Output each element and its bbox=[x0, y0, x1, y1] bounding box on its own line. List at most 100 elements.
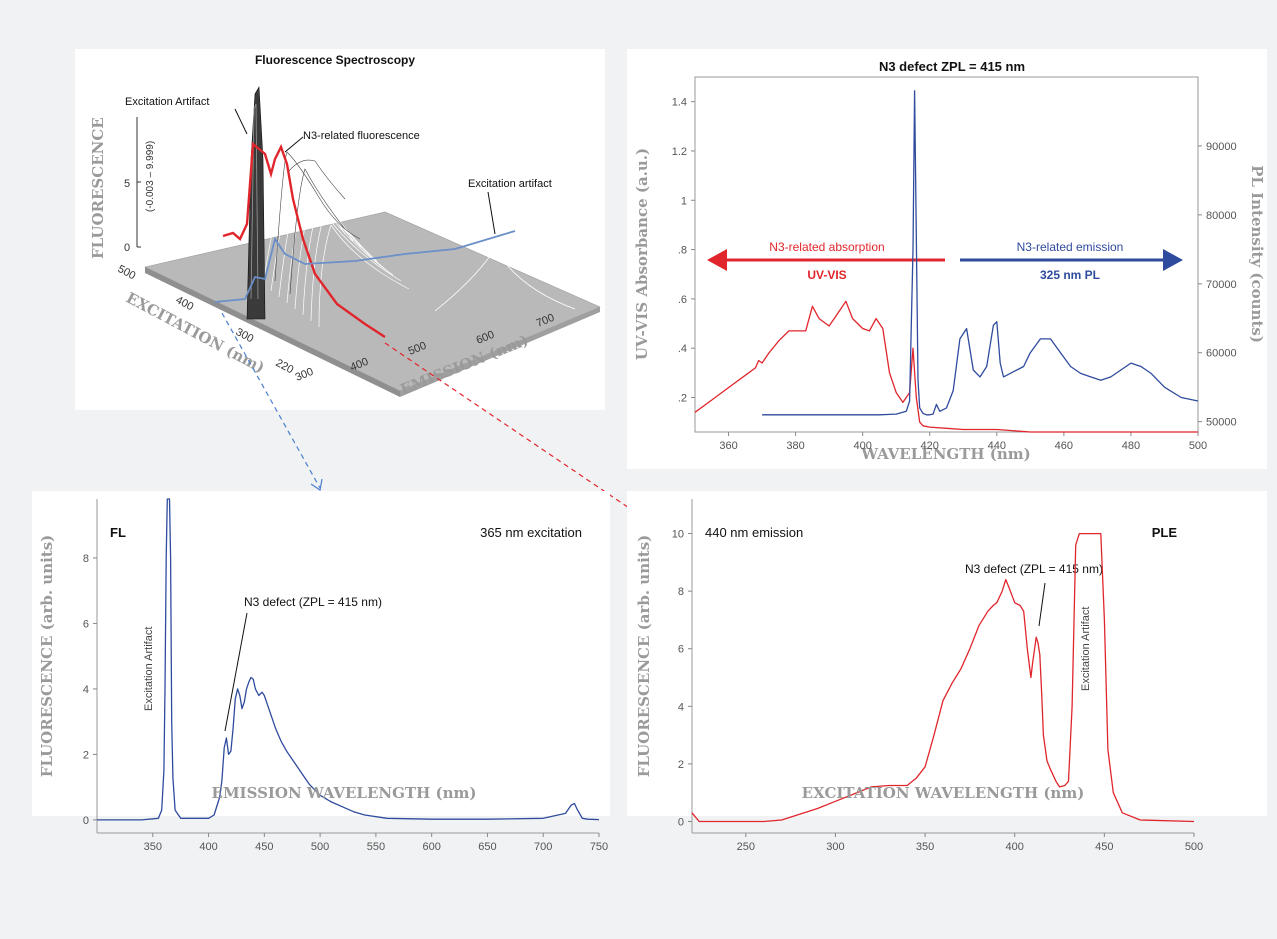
y2-tick-label: 90000 bbox=[1206, 141, 1237, 153]
y-tick-label: .4 bbox=[678, 343, 687, 355]
y-tick-label: 10 bbox=[672, 529, 684, 541]
surface-ytick-300: 300 bbox=[234, 326, 256, 345]
x-tick-label: 350 bbox=[916, 841, 934, 853]
surface-contours-dark bbox=[274, 151, 361, 295]
surface-ytick-220: 220 bbox=[274, 357, 296, 376]
ple-ylabel: FLUORESCENCE (arb. units) bbox=[635, 535, 653, 778]
y-tick-label: 0 bbox=[83, 815, 89, 827]
surface-annotation-artifact: Excitation Artifact bbox=[125, 96, 209, 108]
x-tick-label: 500 bbox=[311, 841, 329, 853]
x-tick-label: 650 bbox=[478, 841, 496, 853]
x-tick-label: 350 bbox=[144, 841, 162, 853]
ple-chart: 440 nm emission PLE Excitation Artifact … bbox=[672, 499, 1203, 853]
uvvis-y2label: PL Intensity (counts) bbox=[1248, 165, 1266, 343]
x-tick-label: 500 bbox=[1189, 440, 1207, 452]
surface-title: Fluorescence Spectroscopy bbox=[255, 53, 415, 67]
fl-panel: FL 365 nm excitation Excitation Artifact… bbox=[32, 491, 610, 853]
fl-xlabel-wrap: EMISSION WAVELENGTH (nm) bbox=[32, 768, 610, 808]
ple-corner-label: PLE bbox=[1152, 525, 1178, 540]
surface-zlabel: FLUORESCENCE bbox=[89, 117, 107, 259]
x-tick-label: 600 bbox=[422, 841, 440, 853]
surface-xtick-300: 300 bbox=[294, 366, 316, 384]
surface-diagonal-artifact bbox=[434, 248, 576, 312]
ple-panel: 440 nm emission PLE Excitation Artifact … bbox=[627, 491, 1267, 853]
y-tick-label: 4 bbox=[83, 684, 89, 696]
fl-annotation: N3 defect (ZPL = 415 nm) bbox=[244, 595, 382, 609]
y-tick-label: 1.4 bbox=[672, 97, 687, 109]
y-tick-label: 8 bbox=[678, 586, 684, 598]
surface-annotation-diag-leader bbox=[487, 191, 496, 235]
uvvis-left-arrow-label: N3-related absorption bbox=[769, 240, 884, 254]
fl-vertical-annotation: Excitation Artifact bbox=[143, 627, 155, 711]
y-tick-label: 4 bbox=[678, 701, 684, 713]
x-tick-label: 380 bbox=[786, 440, 804, 452]
x-tick-label: 360 bbox=[719, 440, 737, 452]
x-tick-label: 550 bbox=[367, 841, 385, 853]
y-tick-label: 1 bbox=[681, 195, 687, 207]
connector-blue-head bbox=[310, 478, 323, 492]
surface-panel: Fluorescence Spectroscopy bbox=[75, 49, 605, 410]
series-line-0 bbox=[97, 498, 600, 821]
y-tick-label: 1.2 bbox=[672, 146, 687, 158]
x-tick-label: 450 bbox=[1095, 841, 1113, 853]
x-tick-label: 400 bbox=[853, 440, 871, 452]
x-tick-label: 300 bbox=[826, 841, 844, 853]
y-tick-label: .8 bbox=[678, 245, 687, 257]
surface-ytick-500: 500 bbox=[116, 263, 138, 282]
x-tick-label: 700 bbox=[534, 841, 552, 853]
y-tick-label: 0 bbox=[678, 816, 684, 828]
fl-ylabel: FLUORESCENCE (arb. units) bbox=[38, 535, 56, 778]
ple-caption: 440 nm emission bbox=[705, 525, 803, 540]
fl-corner-label: FL bbox=[110, 525, 126, 540]
x-tick-label: 420 bbox=[921, 440, 939, 452]
x-tick-label: 400 bbox=[199, 841, 217, 853]
uvvis-left-arrow-sublabel: UV-VIS bbox=[807, 268, 846, 282]
uvvis-right-arrow-label: N3-related emission bbox=[1017, 240, 1124, 254]
fl-caption: 365 nm excitation bbox=[480, 525, 582, 540]
y-tick-label: 2 bbox=[83, 749, 89, 761]
uvvis-left-arrowhead bbox=[707, 249, 727, 271]
surface-red-profile bbox=[222, 141, 386, 339]
uvvis-ylabel: UV-VIS Absorbance (a.u.) bbox=[633, 148, 651, 360]
ple-vertical-annotation: Excitation Artifact bbox=[1080, 607, 1092, 691]
x-tick-label: 750 bbox=[590, 841, 608, 853]
y-tick-label: 8 bbox=[83, 553, 89, 565]
y2-tick-label: 60000 bbox=[1206, 348, 1237, 360]
uvvis-plot-frame bbox=[694, 76, 1199, 433]
y2-tick-label: 70000 bbox=[1206, 279, 1237, 291]
ple-annotation-leader bbox=[1038, 582, 1046, 627]
y-tick-label: .2 bbox=[678, 392, 687, 404]
x-tick-label: 480 bbox=[1122, 440, 1140, 452]
series-line-1 bbox=[762, 90, 1199, 416]
fl-chart: FL 365 nm excitation Excitation Artifact… bbox=[83, 498, 608, 853]
y-tick-label: 6 bbox=[678, 644, 684, 656]
series-line-0 bbox=[694, 300, 1198, 433]
surface-zrange: (-0.003 – 9.999) bbox=[145, 141, 156, 212]
series-line-0 bbox=[691, 532, 1195, 823]
fl-annotation-leader bbox=[224, 612, 248, 732]
y-tick-label: .6 bbox=[678, 294, 687, 306]
y2-tick-label: 80000 bbox=[1206, 210, 1237, 222]
surface-ytick-400: 400 bbox=[174, 294, 196, 313]
y-tick-label: 6 bbox=[83, 618, 89, 630]
ple-xlabel-wrap: EXCITATION WAVELENGTH (nm) bbox=[627, 768, 1267, 808]
surface-annotation-diag: Excitation artifact bbox=[468, 178, 552, 190]
surface-annotation-artifact-leader bbox=[234, 108, 248, 135]
uvvis-xlabel: WAVELENGTH (nm) bbox=[860, 445, 1031, 463]
uvvis-panel: N3 defect ZPL = 415 nm WAVELENGTH (nm) U… bbox=[627, 49, 1267, 469]
surface-artifact-spike-hi bbox=[250, 103, 259, 300]
surface-annotation-n3-leader bbox=[284, 136, 304, 153]
x-tick-label: 460 bbox=[1055, 440, 1073, 452]
uvvis-chart: N3 defect ZPL = 415 nm WAVELENGTH (nm) U… bbox=[633, 59, 1266, 463]
ple-ylabel-wrap: FLUORESCENCE (arb. units) bbox=[627, 491, 667, 811]
x-tick-label: 400 bbox=[1006, 841, 1024, 853]
surface-ztick-5: 5 bbox=[124, 178, 130, 190]
ple-annotation: N3 defect (ZPL = 415 nm) bbox=[965, 562, 1103, 576]
x-tick-label: 250 bbox=[737, 841, 755, 853]
fl-ylabel-svg: FLUORESCENCE (arb. units) bbox=[38, 535, 56, 778]
x-tick-label: 450 bbox=[255, 841, 273, 853]
x-tick-label: 440 bbox=[988, 440, 1006, 452]
ple-ylabel-svg: FLUORESCENCE (arb. units) bbox=[635, 535, 653, 778]
uvvis-right-arrow-sublabel: 325 nm PL bbox=[1040, 268, 1100, 282]
surface-blue-profile bbox=[214, 230, 516, 303]
